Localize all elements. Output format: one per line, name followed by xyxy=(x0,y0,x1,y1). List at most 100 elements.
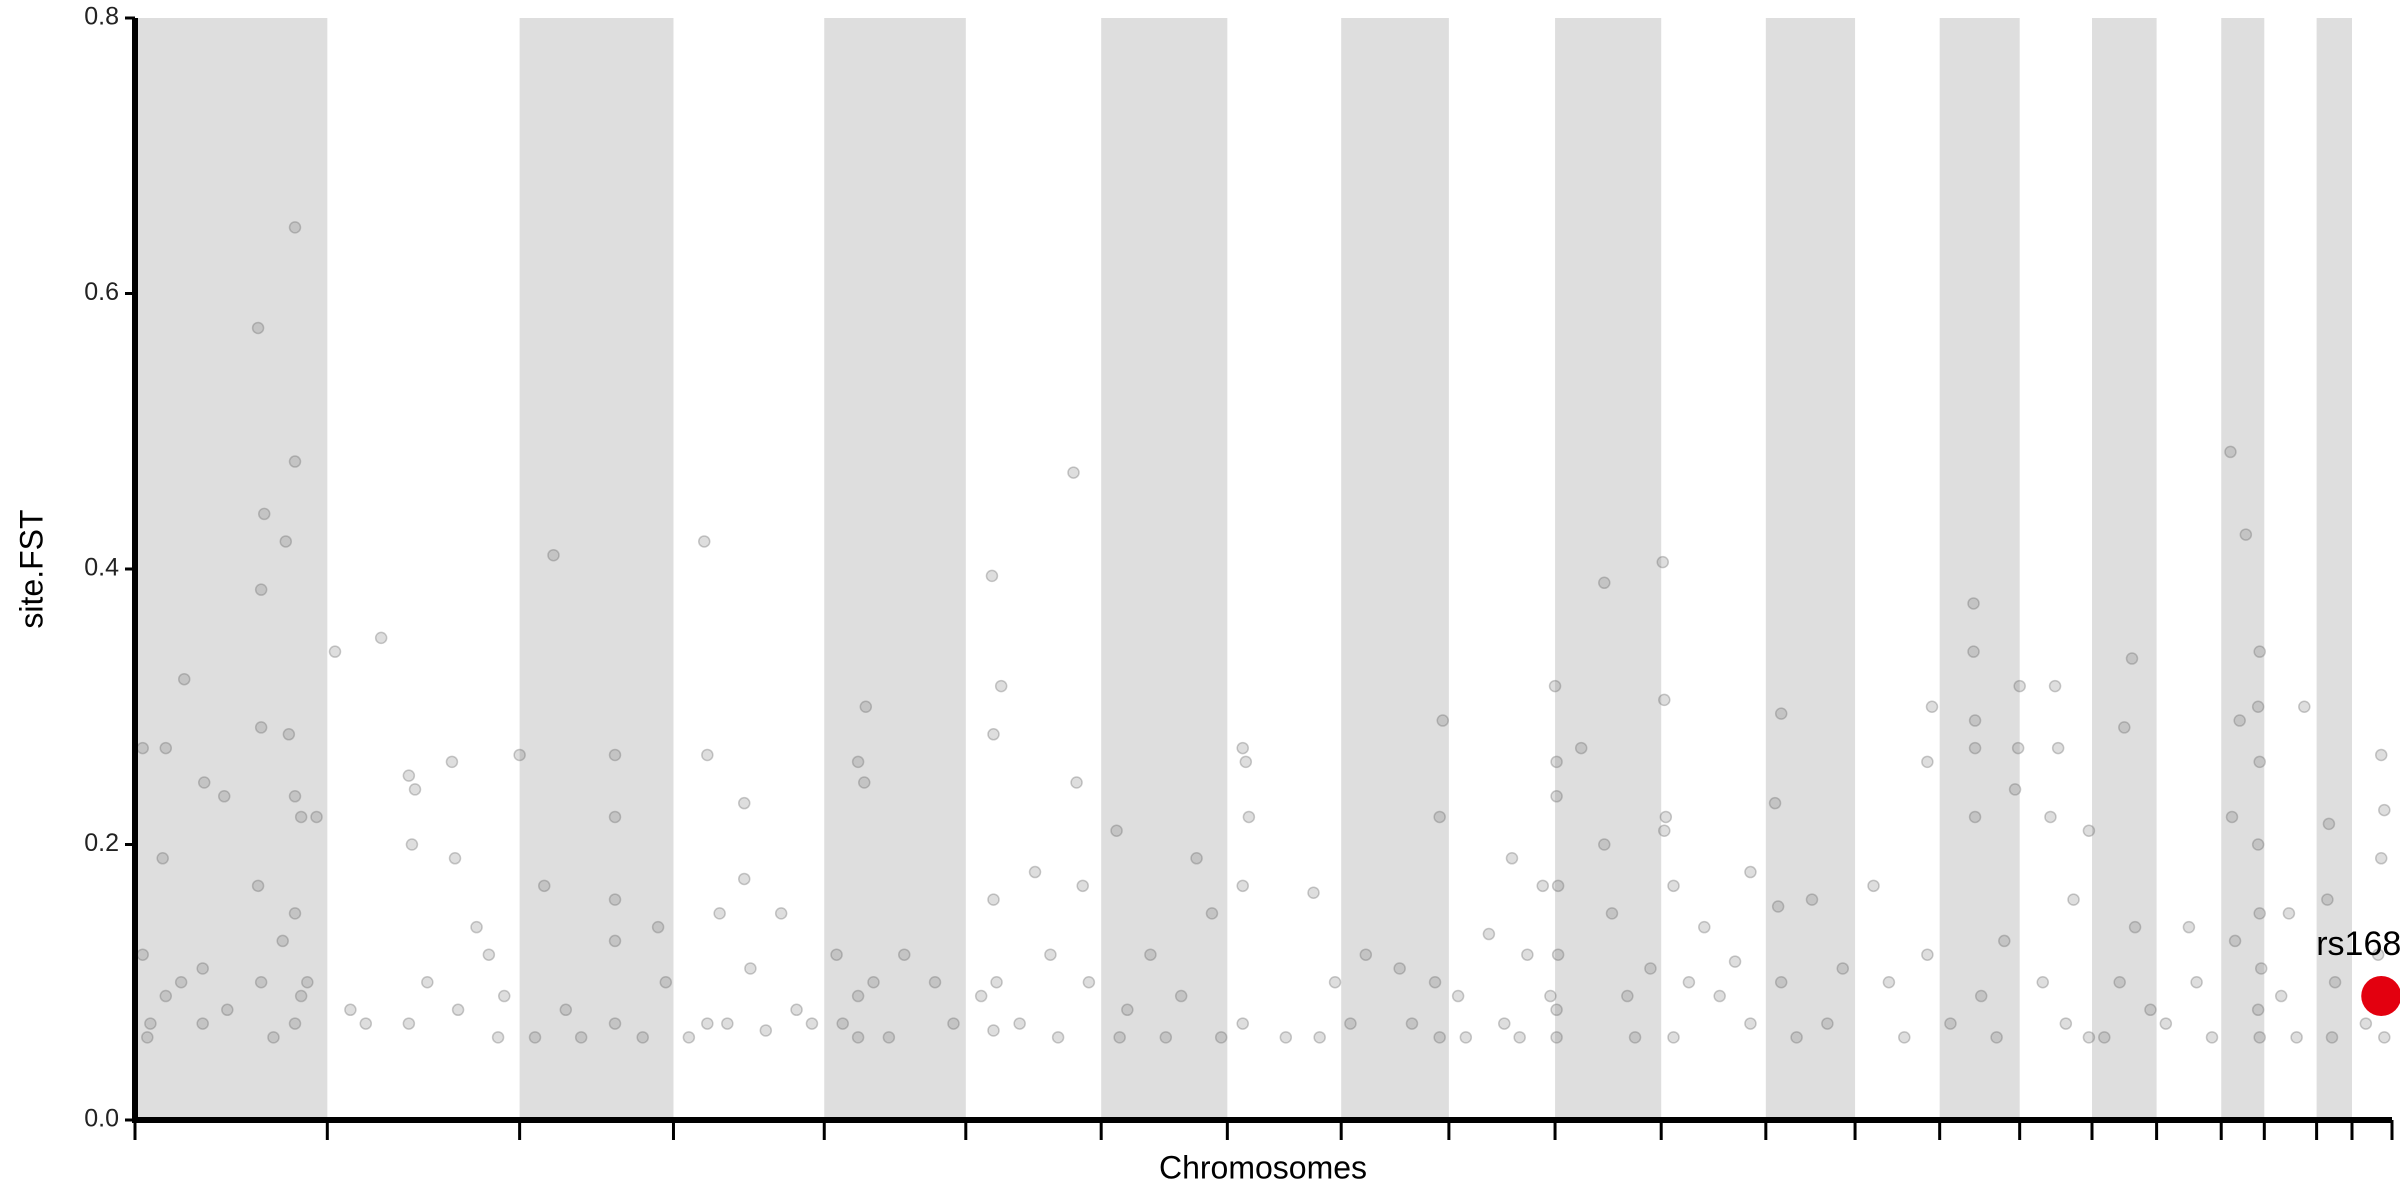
point xyxy=(608,934,622,948)
point xyxy=(1768,796,1782,810)
point xyxy=(987,728,1000,741)
point xyxy=(328,645,342,658)
point xyxy=(2190,976,2203,989)
point xyxy=(470,920,483,934)
point xyxy=(1307,886,1320,899)
point xyxy=(294,989,308,1003)
point xyxy=(1998,934,2011,948)
points xyxy=(136,221,2391,1044)
point xyxy=(1082,976,1096,989)
point xyxy=(858,776,871,789)
point xyxy=(2328,976,2342,989)
chromosome-band xyxy=(519,18,674,1120)
chromosome-band xyxy=(2221,18,2265,1120)
point xyxy=(1236,879,1249,893)
point xyxy=(1521,948,1534,961)
point xyxy=(2378,1031,2391,1044)
point xyxy=(1313,1031,1326,1044)
point xyxy=(1428,976,1442,989)
point xyxy=(528,1031,542,1044)
point xyxy=(497,989,511,1003)
point xyxy=(288,1017,302,1030)
point xyxy=(987,893,1000,906)
point xyxy=(1505,852,1519,865)
point xyxy=(2325,1031,2339,1044)
point xyxy=(1190,852,1203,865)
point xyxy=(451,1003,465,1017)
point xyxy=(1598,576,1611,590)
point xyxy=(608,893,622,906)
point xyxy=(851,989,865,1003)
chromosome-band xyxy=(2091,18,2157,1120)
point xyxy=(1551,948,1565,961)
point xyxy=(405,838,419,851)
point xyxy=(1656,555,1669,569)
point xyxy=(1728,955,1742,968)
point xyxy=(1925,700,1939,713)
point xyxy=(1067,466,1080,479)
point xyxy=(1968,714,1982,727)
point xyxy=(294,810,308,824)
chromosome-band xyxy=(1765,18,1856,1120)
point xyxy=(1121,1003,1134,1017)
x-axis-title: Chromosomes xyxy=(1159,1149,1367,1185)
point xyxy=(2254,962,2268,975)
point xyxy=(141,1031,154,1044)
chromosome-band xyxy=(1341,18,1449,1120)
point xyxy=(2144,1003,2157,1017)
highlight-point xyxy=(2361,976,2400,1017)
point xyxy=(1550,1003,1563,1017)
point xyxy=(2008,783,2022,796)
point xyxy=(2205,1031,2219,1044)
point xyxy=(2051,741,2065,755)
point xyxy=(2251,838,2265,851)
point xyxy=(994,679,1008,693)
point xyxy=(1344,1017,1357,1030)
point xyxy=(721,1017,734,1030)
point xyxy=(608,1017,622,1030)
point xyxy=(830,948,843,961)
point xyxy=(744,962,757,975)
point xyxy=(1967,597,1980,610)
point xyxy=(482,948,496,961)
point xyxy=(713,907,726,920)
point xyxy=(990,976,1003,989)
point xyxy=(1658,824,1671,837)
point xyxy=(1774,707,1788,720)
point xyxy=(2044,810,2057,824)
chromosome-band xyxy=(2316,18,2352,1120)
point xyxy=(402,769,416,782)
point xyxy=(196,1017,209,1030)
point xyxy=(805,1017,819,1030)
point xyxy=(288,221,302,234)
point xyxy=(2321,893,2334,906)
point xyxy=(144,1017,157,1030)
point xyxy=(1550,790,1563,803)
point xyxy=(2298,700,2311,713)
point xyxy=(790,1003,803,1017)
point xyxy=(985,569,999,583)
point xyxy=(1536,879,1549,893)
point xyxy=(2113,976,2126,989)
point xyxy=(2048,679,2062,693)
point xyxy=(301,976,314,989)
point xyxy=(2374,852,2388,865)
point xyxy=(574,1031,588,1044)
point xyxy=(1433,810,1446,824)
point xyxy=(851,755,865,769)
point xyxy=(2182,920,2196,934)
point xyxy=(987,1024,1000,1037)
point xyxy=(402,1017,416,1030)
point xyxy=(2253,645,2266,658)
point xyxy=(1659,810,1673,824)
point xyxy=(1658,693,1671,707)
point xyxy=(1513,1031,1526,1044)
point xyxy=(1242,810,1256,824)
point xyxy=(2098,1031,2111,1044)
point xyxy=(2322,817,2336,831)
point xyxy=(1744,865,1757,879)
point xyxy=(448,852,462,865)
point xyxy=(2251,700,2265,713)
point xyxy=(2013,679,2026,693)
point xyxy=(2374,748,2388,762)
